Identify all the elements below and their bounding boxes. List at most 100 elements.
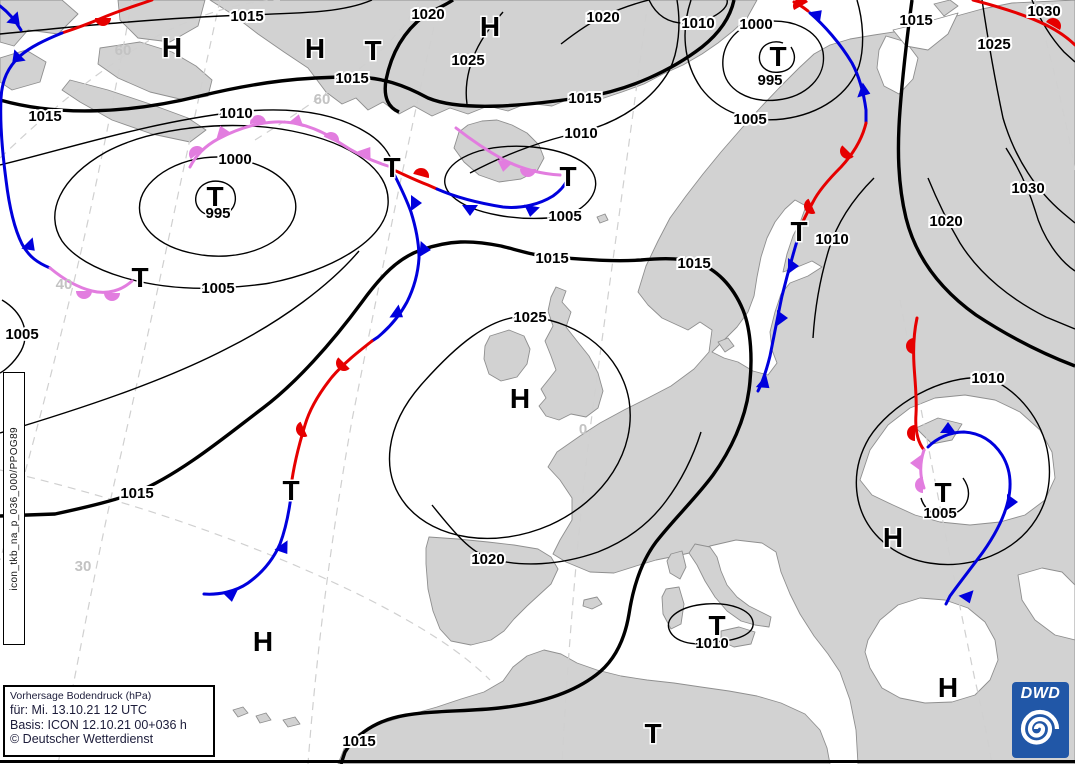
cold-front-symbol xyxy=(910,455,921,471)
high-pressure-center: H xyxy=(253,626,273,657)
high-pressure-center: H xyxy=(480,11,500,42)
low-pressure-center: T xyxy=(282,475,299,506)
warm-front-symbol xyxy=(104,293,120,301)
low-pressure-center: T xyxy=(131,262,148,293)
low-pressure-center: T xyxy=(383,152,400,183)
cold-front-symbol xyxy=(497,159,513,172)
warm-front-line xyxy=(394,169,439,191)
isobar-label: 1015 xyxy=(568,90,601,107)
warm-front-symbol xyxy=(907,425,915,441)
pressure-center-value: 1005 xyxy=(923,505,956,522)
cold-front-symbol xyxy=(357,146,371,161)
isobar-label: 1015 xyxy=(342,733,375,750)
warm-front-symbol xyxy=(520,169,536,177)
isobar-label: 1005 xyxy=(201,280,234,297)
high-pressure-center: H xyxy=(883,522,903,553)
isobar-label: 1010 xyxy=(564,125,597,142)
warm-front-symbol xyxy=(840,145,854,159)
low-pressure-center: T xyxy=(364,35,381,66)
cold-front-line xyxy=(0,31,64,270)
cold-front-symbol xyxy=(857,82,871,98)
isobar-label: 1015 xyxy=(230,8,263,25)
cold-front-symbol xyxy=(6,11,20,25)
legend-copyright: © Deutscher Wetterdienst xyxy=(10,732,154,746)
isobar-label: 1005 xyxy=(733,111,766,128)
isobar-label: 1010 xyxy=(219,105,252,122)
warm-front-symbol xyxy=(1046,18,1061,30)
pressure-center-value: 995 xyxy=(757,72,782,89)
warm-front-symbol xyxy=(804,198,816,214)
graticule-label: 60 xyxy=(314,91,331,108)
labels-layer: 60 60 40 30 0 1015 1020 1020 1015 1030 1025 1025 100… xyxy=(3,1,1062,752)
cold-front-line xyxy=(926,430,1012,606)
isobar-label: 1010 xyxy=(681,15,714,32)
isobar-label: 1015 xyxy=(899,12,932,29)
cyclone-spiral-icon xyxy=(1020,709,1060,745)
cold-front-symbol xyxy=(12,49,26,63)
cold-front-symbol xyxy=(755,374,770,389)
high-pressure-center: H xyxy=(162,32,182,63)
cold-front-symbol xyxy=(216,125,232,139)
isobar-label: 1020 xyxy=(411,6,444,23)
legend-model-basis: Basis: ICON 12.10.21 00+036 h xyxy=(10,717,187,732)
cold-front-line xyxy=(808,11,868,125)
warm-front-line xyxy=(798,121,868,231)
high-pressure-center: H xyxy=(938,672,958,703)
isobar-label: 1025 xyxy=(977,36,1010,53)
occluded-front-line xyxy=(188,120,390,169)
isobar-label: 1015 xyxy=(677,255,710,272)
isobar-label: 1005 xyxy=(548,208,581,225)
low-pressure-center: T xyxy=(934,477,951,508)
isobar-label: 1025 xyxy=(451,52,484,69)
isobar-label: 1020 xyxy=(586,9,619,26)
cold-front-symbol xyxy=(777,310,788,326)
map-bottom-border xyxy=(0,760,1075,763)
isobar-label: 1010 xyxy=(971,370,1004,387)
isobar-label: 1020 xyxy=(929,213,962,230)
cold-front-symbol xyxy=(524,204,540,217)
warm-front-symbol xyxy=(793,0,808,10)
warm-front-symbol xyxy=(189,146,204,160)
isobar-label: 1015 xyxy=(120,485,153,502)
cold-front-symbol xyxy=(788,258,799,274)
isobar-label: 1010 xyxy=(815,231,848,248)
cold-front-symbol xyxy=(21,237,35,251)
warm-front-symbol xyxy=(906,338,914,354)
cold-front-symbol xyxy=(419,241,431,257)
graticule-label: 40 xyxy=(56,276,73,293)
cold-front-symbol xyxy=(940,422,956,433)
warm-front-symbol xyxy=(296,421,308,437)
dwd-logo-text: DWD xyxy=(1020,685,1061,702)
isobar-label: 1020 xyxy=(471,551,504,568)
warm-front-line xyxy=(971,0,1075,47)
cold-front-line xyxy=(202,494,293,596)
warm-front-symbol xyxy=(250,115,266,125)
low-pressure-center: T xyxy=(769,41,786,72)
isobar-label: 1015 xyxy=(535,250,568,267)
cold-front-symbol xyxy=(1007,494,1018,510)
high-pressure-center: H xyxy=(305,33,325,64)
isobar-label: 1025 xyxy=(513,309,546,326)
warm-front-symbol xyxy=(76,291,92,299)
legend-box: Vorhersage Bodendruck (hPa) für: Mi. 13.… xyxy=(3,685,215,757)
warm-front-symbol xyxy=(323,132,339,144)
isobar-label: 1000 xyxy=(218,151,251,168)
graticule-label: 60 xyxy=(115,42,132,59)
cold-front-symbol xyxy=(958,590,974,604)
warm-front-line xyxy=(289,339,374,489)
cold-front-symbol xyxy=(462,205,478,216)
fronts-layer xyxy=(0,0,1075,606)
warm-front-symbol xyxy=(413,168,429,179)
low-pressure-center: T xyxy=(559,161,576,192)
low-pressure-center: T xyxy=(644,718,661,749)
warm-front-symbol xyxy=(915,477,923,493)
isobar-label: 1015 xyxy=(28,108,61,125)
isobar-label: 1030 xyxy=(1027,3,1060,20)
cold-front-line xyxy=(435,178,569,209)
occluded-front-line xyxy=(454,126,562,177)
dwd-logo: DWD xyxy=(1012,682,1069,758)
pressure-center-value: 995 xyxy=(205,205,230,222)
